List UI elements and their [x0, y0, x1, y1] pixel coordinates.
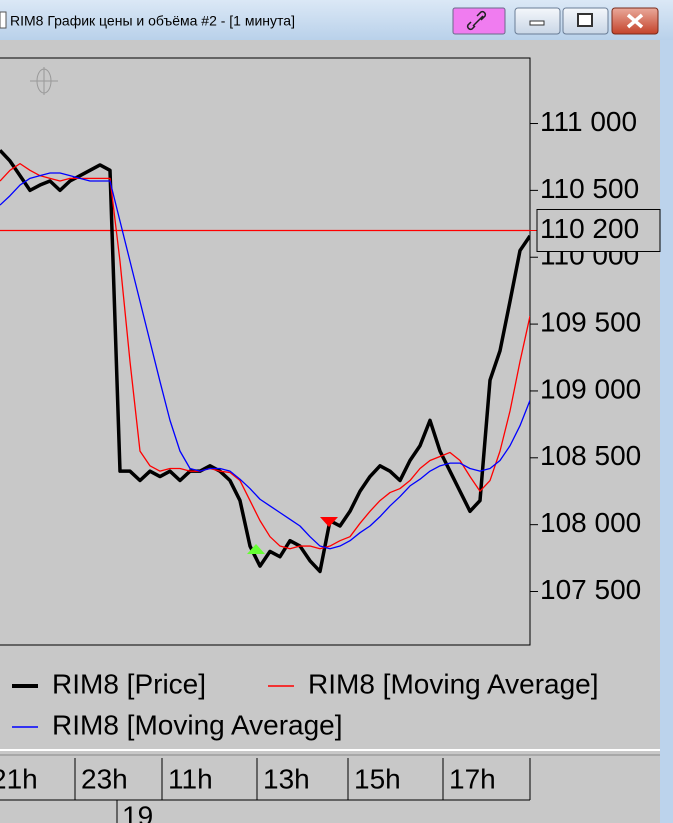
y-tick-label: 109 500: [540, 306, 641, 337]
series-line: [0, 149, 530, 574]
legend-label: RIM8 [Price]: [52, 668, 206, 699]
series-line: [0, 172, 530, 550]
minimize-icon: [529, 20, 545, 26]
x-tick-label: 11h: [168, 763, 213, 794]
y-tick-label: 108 000: [540, 507, 641, 538]
x-tick-label: 21h: [0, 763, 38, 794]
plot-area: [0, 57, 531, 646]
window-title: RIM8 График цены и объёма #2 - [1 минута…: [10, 13, 295, 29]
current-price-box: [536, 208, 661, 252]
x-tick-label: 13h: [263, 763, 310, 794]
window-frame: [660, 40, 673, 823]
series-line: [0, 162, 530, 550]
x-tick-label: 15h: [354, 763, 401, 794]
y-tick-label: 107 500: [540, 574, 641, 605]
legend-label: RIM8 [Moving Average]: [308, 668, 599, 699]
hand-icon: [30, 67, 58, 95]
close-icon: [626, 13, 644, 29]
sell-marker: [320, 517, 338, 527]
y-tick-label: 110 500: [540, 173, 639, 204]
title-bar: [0, 0, 673, 40]
x-tick-label: 17h: [449, 763, 496, 794]
window-icon: [0, 11, 7, 29]
current-price-label: 110 200: [540, 213, 639, 244]
maximize-icon: [577, 13, 593, 27]
y-tick-label: 108 500: [540, 440, 641, 471]
legend-label: RIM8 [Moving Average]: [52, 709, 343, 740]
y-tick-label: 109 000: [540, 373, 641, 404]
y-tick-label: 111 000: [540, 106, 637, 137]
buy-marker: [247, 544, 265, 554]
link-icon: [466, 10, 487, 31]
date-label: 19: [122, 800, 153, 823]
x-tick-label: 23h: [81, 763, 128, 794]
